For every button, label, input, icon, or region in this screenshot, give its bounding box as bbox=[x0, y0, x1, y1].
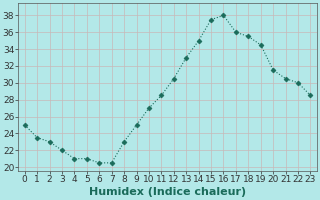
X-axis label: Humidex (Indice chaleur): Humidex (Indice chaleur) bbox=[89, 187, 246, 197]
